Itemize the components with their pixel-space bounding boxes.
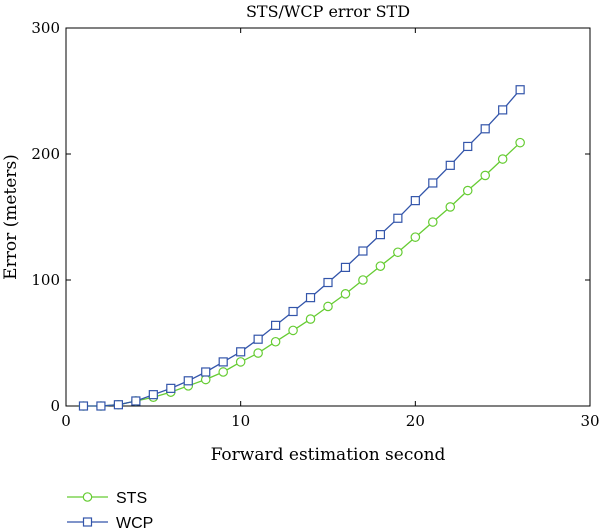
y-tick-label: 200 <box>31 145 60 163</box>
x-tick-label: 10 <box>231 412 250 430</box>
legend-label: WCP <box>116 515 153 531</box>
series-line-sts <box>83 142 521 407</box>
data-point-sts <box>445 202 456 212</box>
data-point-wcp <box>218 357 228 367</box>
data-point-wcp <box>305 293 316 303</box>
y-tick-label: 300 <box>31 19 60 37</box>
data-point-wcp <box>445 160 455 170</box>
chart-title: STS/WCP error STD <box>246 2 410 21</box>
x-tick-label: 20 <box>406 412 425 430</box>
data-point-wcp <box>78 401 89 411</box>
data-point-sts <box>253 348 263 358</box>
x-tick-label: 0 <box>61 412 71 430</box>
series-sts <box>78 137 525 411</box>
data-point-sts <box>358 275 368 285</box>
y-tick-label: 100 <box>31 271 60 289</box>
data-point-wcp <box>428 178 438 188</box>
data-point-sts <box>480 170 490 181</box>
data-point-sts <box>497 154 508 164</box>
data-point-wcp <box>375 230 385 240</box>
series-layer <box>78 85 525 411</box>
data-point-wcp <box>113 400 124 410</box>
data-point-sts <box>305 314 316 324</box>
legend-marker-wcp <box>82 517 93 527</box>
plot-area <box>65 27 591 407</box>
data-point-sts <box>270 336 281 347</box>
data-point-wcp <box>410 196 420 206</box>
data-point-wcp <box>288 306 298 317</box>
data-point-wcp <box>340 262 351 272</box>
data-point-wcp <box>96 401 106 411</box>
y-axis-label: Error (meters) <box>1 154 21 280</box>
data-point-sts <box>375 261 386 271</box>
data-point-sts <box>218 367 228 377</box>
data-point-sts <box>462 185 473 196</box>
data-point-wcp <box>393 213 403 223</box>
data-point-wcp <box>480 124 490 134</box>
legend-label: STS <box>116 490 147 507</box>
series-wcp <box>78 85 525 411</box>
data-point-wcp <box>131 396 141 406</box>
legend-item-wcp: WCP <box>67 515 153 531</box>
data-point-sts <box>410 232 421 242</box>
data-point-sts <box>427 217 438 227</box>
data-point-sts <box>323 301 333 312</box>
x-axis-label: Forward estimation second <box>211 445 446 465</box>
x-tick-label: 30 <box>580 412 599 430</box>
data-point-wcp <box>253 334 263 344</box>
data-point-sts <box>235 357 246 367</box>
data-point-wcp <box>166 383 176 393</box>
data-point-sts <box>340 289 351 299</box>
data-point-wcp <box>201 367 211 377</box>
data-point-wcp <box>515 85 525 95</box>
data-point-wcp <box>358 246 368 256</box>
data-point-wcp <box>183 376 193 386</box>
data-point-wcp <box>236 347 246 357</box>
data-point-wcp <box>463 141 473 152</box>
y-tick-label: 0 <box>50 397 60 415</box>
data-point-sts <box>288 325 298 336</box>
data-point-sts <box>393 247 403 258</box>
data-point-wcp <box>498 105 508 115</box>
legend: STS WCP <box>67 490 153 531</box>
data-point-sts <box>200 374 211 385</box>
data-point-wcp <box>323 277 333 288</box>
legend-item-sts: STS <box>67 490 147 507</box>
data-point-sts <box>515 137 525 148</box>
series-line-wcp <box>83 89 521 407</box>
data-point-wcp <box>271 320 281 330</box>
legend-marker-sts <box>82 492 93 502</box>
data-point-wcp <box>148 390 158 400</box>
